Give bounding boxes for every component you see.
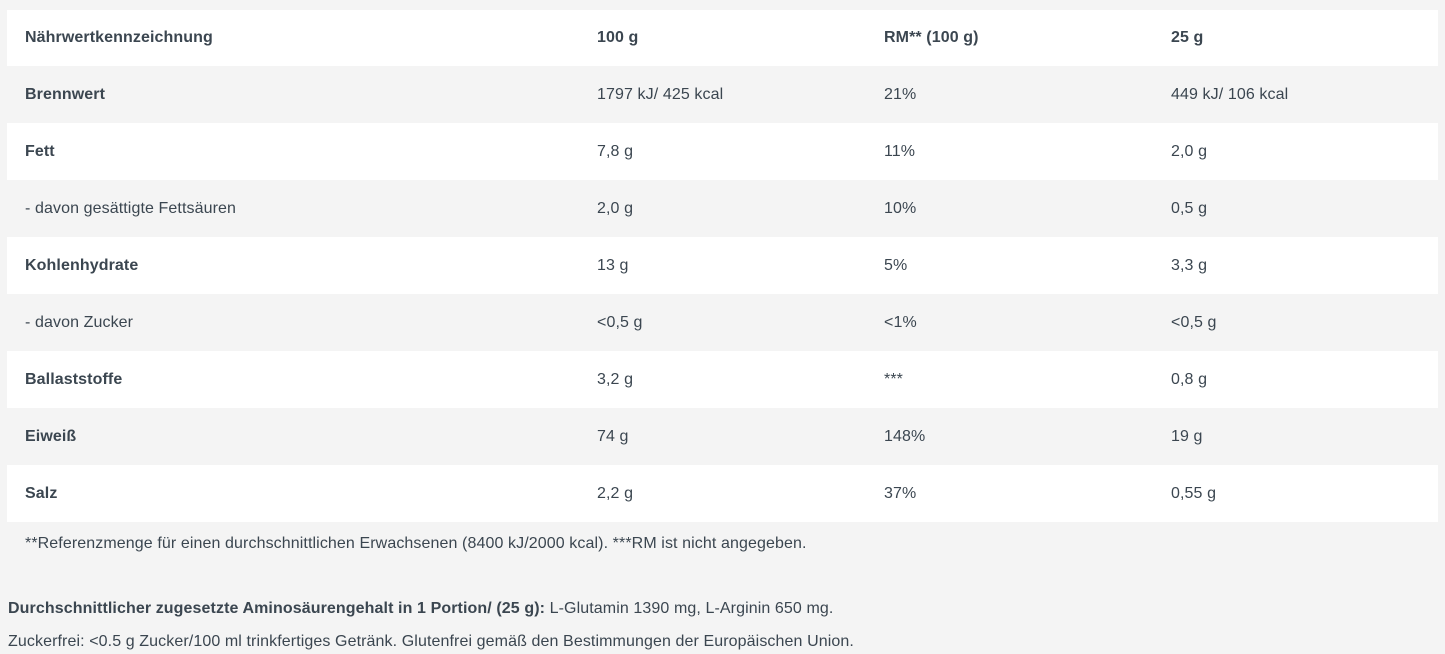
value-rm: 5%	[884, 256, 908, 274]
row-label: - davon gesättigte Fettsäuren	[25, 199, 237, 217]
sugarfree-note: Zuckerfrei: <0.5 g Zucker/100 ml trinkfe…	[8, 633, 854, 650]
value-25g: 0,5 g	[1171, 199, 1208, 217]
amino-acids-note: Durchschnittlicher zugesetzte Aminosäure…	[0, 600, 1445, 618]
row-label: Fett	[25, 142, 55, 160]
table-row-eiweiss: Eiweiß 74 g 148% 19 g	[0, 408, 1445, 465]
value-100g: 7,8 g	[597, 142, 634, 160]
header-col-25g: 25 g	[1171, 29, 1204, 46]
value-25g: <0,5 g	[1171, 313, 1217, 331]
value-rm: 148%	[884, 427, 926, 445]
table-row-ballaststoffe: Ballaststoffe 3,2 g *** 0,8 g	[0, 351, 1445, 408]
reference-footnote: **Referenzmenge für einen durchschnittli…	[25, 535, 807, 552]
value-100g: 74 g	[597, 427, 629, 445]
nutrition-table: Nährwertkennzeichnung 100 g RM** (100 g)…	[0, 10, 1445, 522]
value-100g: 1797 kJ/ 425 kcal	[597, 85, 724, 103]
table-notes: **Referenzmenge für einen durchschnittli…	[0, 522, 1445, 651]
row-label: Salz	[25, 484, 58, 502]
value-25g: 0,55 g	[1171, 484, 1217, 502]
value-25g: 19 g	[1171, 427, 1203, 445]
table-row-zucker: - davon Zucker <0,5 g <1% <0,5 g	[0, 294, 1445, 351]
value-rm: 11%	[884, 142, 916, 160]
value-100g: 13 g	[597, 256, 629, 274]
row-label: Brennwert	[25, 85, 106, 103]
value-rm: ***	[884, 370, 903, 388]
table-row-brennwert: Brennwert 1797 kJ/ 425 kcal 21% 449 kJ/ …	[0, 66, 1445, 123]
value-25g: 0,8 g	[1171, 370, 1208, 388]
value-25g: 449 kJ/ 106 kcal	[1171, 85, 1289, 103]
row-label: Eiweiß	[25, 427, 77, 445]
table-row-fett: Fett 7,8 g 11% 2,0 g	[0, 123, 1445, 180]
header-col-rm: RM** (100 g)	[884, 29, 979, 46]
amino-acids-value: L-Glutamin 1390 mg, L-Arginin 650 mg.	[545, 600, 834, 617]
value-100g: 3,2 g	[597, 370, 634, 388]
table-header-row: Nährwertkennzeichnung 100 g RM** (100 g)…	[0, 10, 1445, 66]
value-25g: 3,3 g	[1171, 256, 1208, 274]
value-100g: <0,5 g	[597, 313, 643, 331]
value-rm: 10%	[884, 199, 917, 217]
value-25g: 2,0 g	[1171, 142, 1208, 160]
table-row-kohlenhydrate: Kohlenhydrate 13 g 5% 3,3 g	[0, 237, 1445, 294]
table-row-gesaettigte-fettsaeuren: - davon gesättigte Fettsäuren 2,0 g 10% …	[0, 180, 1445, 237]
value-rm: 37%	[884, 484, 917, 502]
amino-acids-label: Durchschnittlicher zugesetzte Aminosäure…	[8, 600, 546, 617]
row-label: Ballaststoffe	[25, 370, 123, 388]
header-col-100g: 100 g	[597, 29, 639, 46]
table-row-salz: Salz 2,2 g 37% 0,55 g	[0, 465, 1445, 522]
value-100g: 2,2 g	[597, 484, 634, 502]
value-100g: 2,0 g	[597, 199, 634, 217]
row-label: - davon Zucker	[25, 313, 134, 331]
row-label: Kohlenhydrate	[25, 256, 139, 274]
value-rm: 21%	[884, 85, 917, 103]
value-rm: <1%	[884, 313, 917, 331]
header-col-nutrition-label: Nährwertkennzeichnung	[25, 29, 213, 46]
